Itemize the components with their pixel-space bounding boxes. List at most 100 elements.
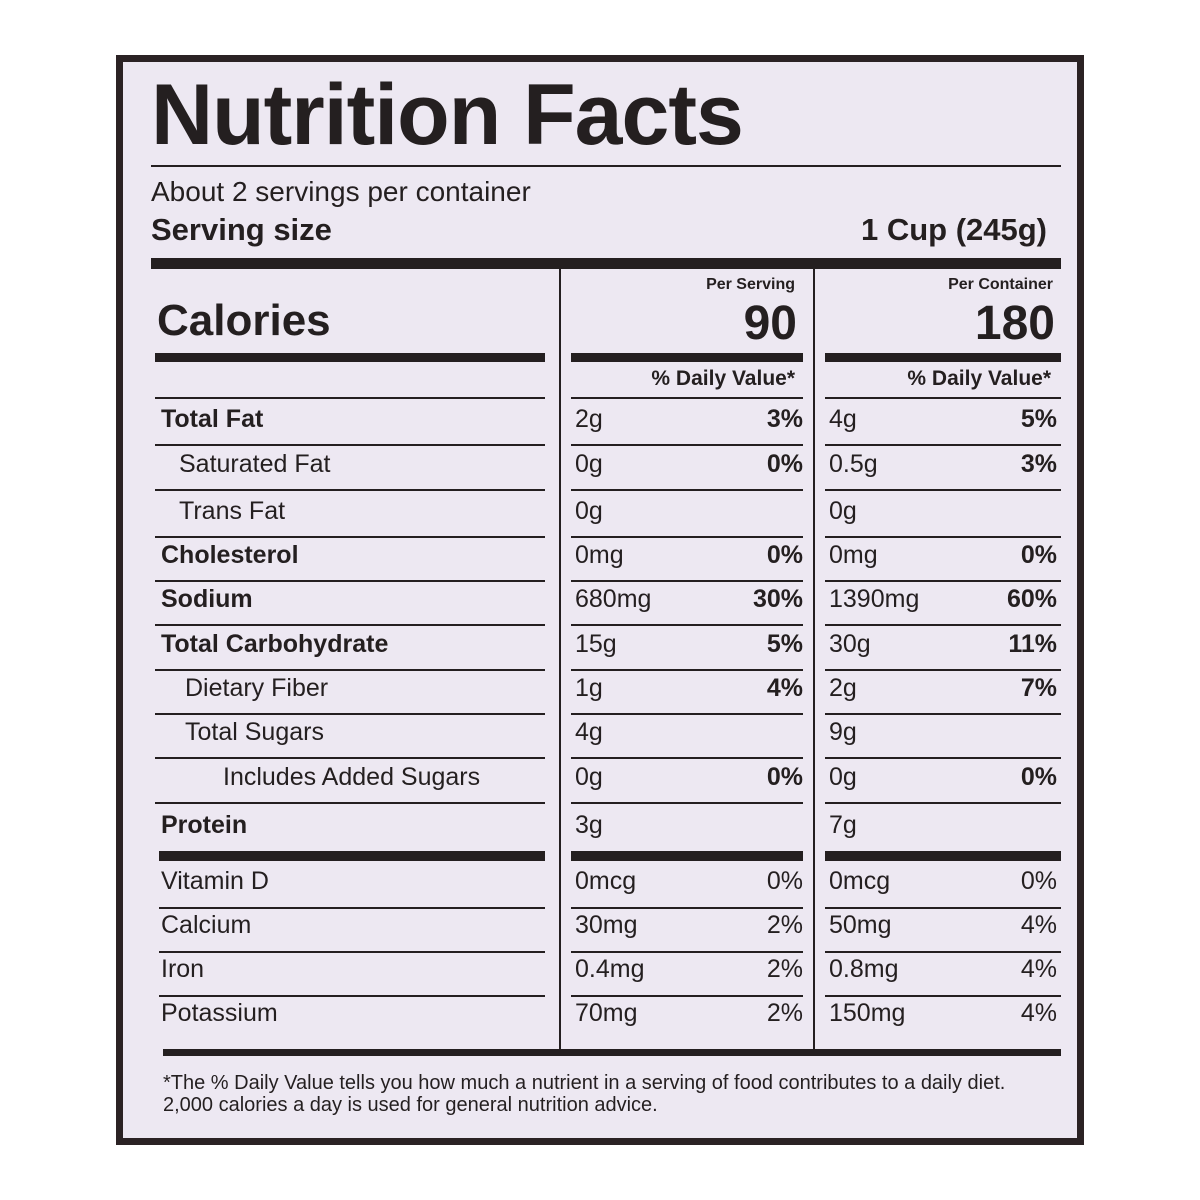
row-divider <box>825 757 1061 759</box>
nutrition-facts-label: Nutrition Facts About 2 servings per con… <box>116 55 1084 1145</box>
row-divider <box>155 536 545 538</box>
container-amount: 50mg <box>829 911 892 939</box>
nutrient-row: Saturated Fat 0g 0% 0.5g 3% <box>123 450 1077 494</box>
row-divider <box>571 536 803 538</box>
container-amount: 2g <box>829 674 857 702</box>
serving-amount: 70mg <box>575 999 638 1027</box>
nutrient-row: Includes Added Sugars 0g 0% 0g 0% <box>123 763 1077 807</box>
row-divider <box>155 489 545 491</box>
nutrient-row: Total Fat 2g 3% 4g 5% <box>123 405 1077 449</box>
protein-divider-3 <box>825 851 1061 861</box>
serving-amount: 2g <box>575 405 603 433</box>
row-divider <box>159 995 545 997</box>
bottom-divider <box>163 1049 1061 1056</box>
calories-divider-2 <box>571 353 803 362</box>
row-divider <box>155 580 545 582</box>
vitamin-row: Potassium 70mg 2% 150mg 4% <box>123 999 1077 1043</box>
nutrient-row: Cholesterol 0mg 0% 0mg 0% <box>123 541 1077 585</box>
row-divider <box>571 995 803 997</box>
nutrient-name: Iron <box>161 955 205 983</box>
serving-daily-value: 3% <box>766 405 803 433</box>
calories-divider-1 <box>155 353 545 362</box>
container-amount: 7g <box>829 811 857 839</box>
row-divider <box>825 397 1061 399</box>
row-divider <box>155 397 545 399</box>
row-divider <box>825 802 1061 804</box>
row-divider <box>571 757 803 759</box>
row-divider <box>155 624 545 626</box>
nutrient-name: Sodium <box>161 585 253 613</box>
servings-per-container: About 2 servings per container <box>151 176 531 207</box>
vitamin-row: Iron 0.4mg 2% 0.8mg 4% <box>123 955 1077 999</box>
nutrient-row: Protein 3g 7g <box>123 811 1077 855</box>
serving-size-label: Serving size <box>151 212 332 247</box>
row-divider <box>571 444 803 446</box>
row-divider <box>825 907 1061 909</box>
row-divider <box>825 444 1061 446</box>
vitamin-row: Vitamin D 0mcg 0% 0mcg 0% <box>123 867 1077 911</box>
row-divider <box>155 713 545 715</box>
serving-amount: 0g <box>575 450 603 478</box>
serving-amount: 3g <box>575 811 603 839</box>
nutrient-name: Total Carbohydrate <box>161 630 389 658</box>
container-amount: 0g <box>829 497 857 525</box>
serving-amount: 4g <box>575 718 603 746</box>
row-divider <box>571 624 803 626</box>
row-divider <box>155 669 545 671</box>
row-divider <box>571 397 803 399</box>
serving-size-value: 1 Cup (245g) <box>860 212 1047 247</box>
label-title: Nutrition Facts <box>151 67 744 163</box>
row-divider <box>825 951 1061 953</box>
nutrient-name: Protein <box>161 811 248 839</box>
serving-amount: 0mg <box>575 541 624 569</box>
serving-daily-value: 2% <box>766 911 803 939</box>
container-amount: 1390mg <box>829 585 920 613</box>
row-divider <box>825 669 1061 671</box>
vitamin-row: Calcium 30mg 2% 50mg 4% <box>123 911 1077 955</box>
container-daily-value: 0% <box>1020 763 1057 791</box>
row-divider <box>571 951 803 953</box>
row-divider <box>825 995 1061 997</box>
container-amount: 150mg <box>829 999 906 1027</box>
container-daily-value: 4% <box>1020 911 1057 939</box>
container-amount: 0mg <box>829 541 878 569</box>
nutrient-name: Trans Fat <box>179 497 286 525</box>
nutrient-row: Total Carbohydrate 15g 5% 30g 11% <box>123 630 1077 674</box>
serving-daily-value: 30% <box>752 585 803 613</box>
nutrient-name: Vitamin D <box>161 867 269 895</box>
container-amount: 0.5g <box>829 450 878 478</box>
calories-label: Calories <box>157 296 331 345</box>
row-divider <box>571 802 803 804</box>
container-amount: 9g <box>829 718 857 746</box>
nutrient-name: Saturated Fat <box>179 450 331 478</box>
row-divider <box>159 951 545 953</box>
container-daily-value: 5% <box>1020 405 1057 433</box>
calories-per-serving: 90 <box>743 297 797 350</box>
serving-amount: 0g <box>575 763 603 791</box>
serving-daily-value: 0% <box>766 450 803 478</box>
serving-daily-value: 0% <box>766 763 803 791</box>
protein-divider-1 <box>159 851 545 861</box>
nutrient-name: Includes Added Sugars <box>223 763 481 791</box>
container-daily-value: 4% <box>1020 999 1057 1027</box>
row-divider <box>571 713 803 715</box>
nutrient-name: Calcium <box>161 911 252 939</box>
row-divider <box>155 444 545 446</box>
row-divider <box>825 489 1061 491</box>
container-amount: 30g <box>829 630 871 658</box>
container-daily-value: 11% <box>1008 630 1057 658</box>
nutrient-name: Total Sugars <box>185 718 324 746</box>
container-daily-value: 4% <box>1020 955 1057 983</box>
serving-amount: 680mg <box>575 585 652 613</box>
container-daily-value: 3% <box>1020 450 1057 478</box>
nutrient-name: Cholesterol <box>161 541 299 569</box>
column-divider-1 <box>559 269 561 1049</box>
per-serving-header: Per Serving <box>706 276 795 293</box>
protein-divider-2 <box>571 851 803 861</box>
row-divider <box>825 536 1061 538</box>
container-amount: 0.8mg <box>829 955 899 983</box>
calories-per-container: 180 <box>974 297 1055 350</box>
per-container-header: Per Container <box>948 276 1053 293</box>
daily-value-footnote: *The % Daily Value tells you how much a … <box>163 1072 1006 1116</box>
row-divider <box>155 802 545 804</box>
